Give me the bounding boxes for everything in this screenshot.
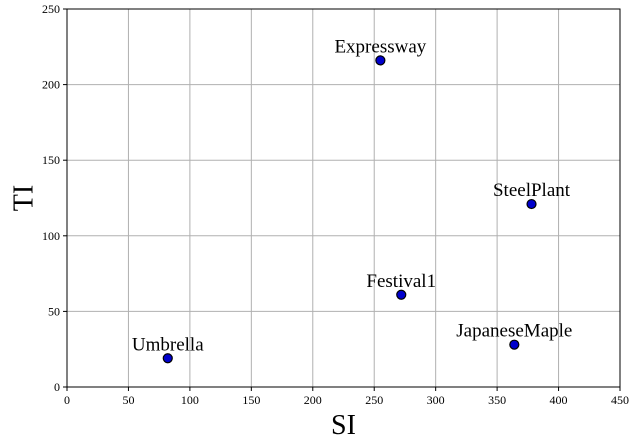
x-tick-label: 50 (122, 393, 134, 407)
x-tick-label: 200 (304, 393, 322, 407)
axis-ticks: 0 50 100 150 200 250 300 350 400 450 0 50 100 150 200 2… (42, 2, 629, 407)
x-tick-label: 250 (365, 393, 383, 407)
x-tick-label: 150 (242, 393, 260, 407)
x-tick-label: 400 (550, 393, 568, 407)
x-tick-label: 350 (488, 393, 506, 407)
point-label: Festival1 (366, 271, 436, 292)
x-tick-label: 0 (64, 393, 70, 407)
x-axis-label: SI (331, 410, 356, 436)
point-label: SteelPlant (493, 180, 571, 201)
y-tick-label: 50 (48, 304, 60, 318)
x-tick-label: 100 (181, 393, 199, 407)
x-tick-label: 300 (427, 393, 445, 407)
y-tick-label: 100 (42, 229, 60, 243)
point-label: Expressway (334, 36, 426, 57)
plot-frame (66, 8, 621, 388)
y-tick-label: 250 (42, 2, 60, 16)
point-label: JapaneseMaple (456, 321, 572, 342)
point-label: Umbrella (132, 334, 204, 355)
y-tick-label: 200 (42, 78, 60, 92)
y-tick-label: 0 (54, 380, 60, 394)
data-points: Expressway SteelPlant Festival1 JapaneseMap… (132, 36, 572, 364)
data-point (396, 289, 407, 300)
y-tick-label: 150 (42, 153, 60, 167)
data-point (526, 198, 537, 210)
data-point (162, 353, 173, 364)
y-axis-label: TI (8, 185, 39, 211)
x-tick-label: 450 (611, 393, 629, 407)
data-point (509, 339, 520, 350)
data-point (375, 55, 386, 66)
